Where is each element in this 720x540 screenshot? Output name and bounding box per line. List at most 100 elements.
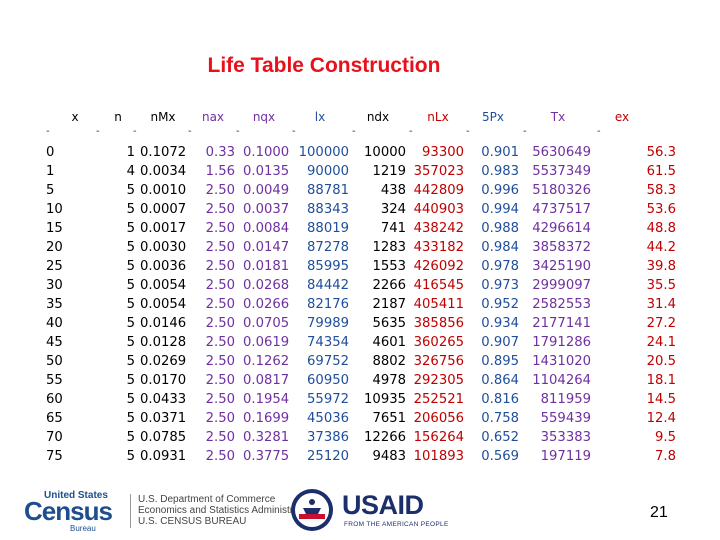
cell-n: 5 bbox=[126, 373, 135, 388]
cell-ex: 61.5 bbox=[646, 164, 676, 179]
cell-n: 5 bbox=[126, 430, 135, 445]
cell-ndx: 10935 bbox=[364, 392, 406, 407]
cell-5px: 0.984 bbox=[481, 240, 519, 255]
column-header-tx: Tx bbox=[550, 110, 566, 124]
cell-nqx: 0.0037 bbox=[243, 202, 290, 217]
column-header-nax: nax bbox=[201, 110, 225, 124]
cell-x: 5 bbox=[46, 183, 55, 198]
cell-x: 10 bbox=[46, 202, 63, 217]
cell-nmx: 0.0269 bbox=[140, 354, 187, 369]
cell-ndx: 7651 bbox=[372, 411, 406, 426]
cell-n: 5 bbox=[126, 221, 135, 236]
cell-tx: 2177141 bbox=[532, 316, 591, 331]
cell-x: 35 bbox=[46, 297, 63, 312]
column-header-nlx: nLx bbox=[427, 110, 449, 124]
cell-x: 70 bbox=[46, 430, 63, 445]
cell-lx: 69752 bbox=[307, 354, 349, 369]
cell-tx: 1791286 bbox=[532, 335, 591, 350]
cell-nax: 2.50 bbox=[205, 449, 235, 464]
cell-n: 5 bbox=[126, 202, 135, 217]
cell-n: 5 bbox=[126, 183, 135, 198]
cell-ex: 14.5 bbox=[646, 392, 676, 407]
cell-nmx: 0.0433 bbox=[140, 392, 187, 407]
cell-nqx: 0.0619 bbox=[243, 335, 290, 350]
cell-5px: 0.978 bbox=[481, 259, 519, 274]
column-header-lx: lx bbox=[314, 110, 326, 124]
cell-n: 5 bbox=[126, 259, 135, 274]
column-separator: - bbox=[236, 126, 240, 137]
cell-nmx: 0.0054 bbox=[140, 278, 187, 293]
cell-lx: 74354 bbox=[307, 335, 349, 350]
cell-nqx: 0.0817 bbox=[243, 373, 290, 388]
cell-nmx: 0.0931 bbox=[140, 449, 187, 464]
cell-nmx: 0.0007 bbox=[140, 202, 187, 217]
cell-nlx: 426092 bbox=[413, 259, 464, 274]
slide-title: Life Table Construction bbox=[207, 54, 441, 77]
cell-5px: 0.988 bbox=[481, 221, 519, 236]
cell-nqx: 0.0266 bbox=[243, 297, 290, 312]
column-separator: - bbox=[597, 126, 601, 137]
cell-ex: 56.3 bbox=[646, 145, 676, 160]
cell-tx: 5537349 bbox=[532, 164, 591, 179]
cell-5px: 0.901 bbox=[481, 145, 519, 160]
cell-tx: 197119 bbox=[540, 449, 591, 464]
cell-ex: 48.8 bbox=[646, 221, 676, 236]
cell-ex: 31.4 bbox=[646, 297, 676, 312]
cell-x: 1 bbox=[46, 164, 55, 179]
cell-nqx: 0.3281 bbox=[243, 430, 290, 445]
cell-tx: 2999097 bbox=[532, 278, 591, 293]
cell-tx: 353383 bbox=[540, 430, 591, 445]
cell-tx: 5180326 bbox=[532, 183, 591, 198]
cell-x: 20 bbox=[46, 240, 63, 255]
cell-nax: 2.50 bbox=[205, 297, 235, 312]
column-separator: - bbox=[133, 126, 137, 137]
cell-5px: 0.973 bbox=[481, 278, 519, 293]
footer-logos: United States Census Bureau U.S. Departm… bbox=[24, 488, 644, 533]
cell-ndx: 438 bbox=[380, 183, 406, 198]
cell-lx: 90000 bbox=[307, 164, 349, 179]
cell-n: 5 bbox=[126, 411, 135, 426]
cell-lx: 88019 bbox=[307, 221, 349, 236]
cell-nmx: 0.1072 bbox=[140, 145, 187, 160]
cell-nlx: 442809 bbox=[413, 183, 464, 198]
cell-n: 5 bbox=[126, 278, 135, 293]
cell-ex: 58.3 bbox=[646, 183, 676, 198]
cell-nmx: 0.0128 bbox=[140, 335, 187, 350]
cell-x: 50 bbox=[46, 354, 63, 369]
cell-nqx: 0.1000 bbox=[243, 145, 290, 160]
cell-nlx: 405411 bbox=[413, 297, 464, 312]
cell-nax: 2.50 bbox=[205, 221, 235, 236]
census-logo-top: United States bbox=[44, 490, 108, 501]
commerce-text: U.S. Department of Commerce Economics an… bbox=[138, 494, 315, 527]
column-separator: - bbox=[188, 126, 192, 137]
cell-n: 5 bbox=[126, 297, 135, 312]
cell-ndx: 10000 bbox=[364, 145, 406, 160]
cell-nqx: 0.0181 bbox=[243, 259, 290, 274]
cell-lx: 25120 bbox=[307, 449, 349, 464]
cell-n: 5 bbox=[126, 354, 135, 369]
page-number: 21 bbox=[650, 504, 668, 521]
column-separator: - bbox=[352, 126, 356, 137]
cell-x: 65 bbox=[46, 411, 63, 426]
cell-nax: 2.50 bbox=[205, 411, 235, 426]
cell-lx: 85995 bbox=[307, 259, 349, 274]
cell-n: 1 bbox=[126, 145, 135, 160]
cell-ex: 39.8 bbox=[646, 259, 676, 274]
census-logo-word: Census bbox=[24, 496, 113, 526]
cell-5px: 0.758 bbox=[481, 411, 519, 426]
cell-n: 4 bbox=[126, 164, 135, 179]
cell-nmx: 0.0146 bbox=[140, 316, 187, 331]
usaid-wordmark: USAID bbox=[342, 490, 424, 520]
cell-nmx: 0.0017 bbox=[140, 221, 187, 236]
cell-5px: 0.996 bbox=[481, 183, 519, 198]
cell-nlx: 440903 bbox=[413, 202, 464, 217]
cell-ex: 27.2 bbox=[646, 316, 676, 331]
cell-nax: 2.50 bbox=[205, 202, 235, 217]
cell-x: 75 bbox=[46, 449, 63, 464]
cell-ex: 20.5 bbox=[646, 354, 676, 369]
cell-ex: 18.1 bbox=[646, 373, 676, 388]
cell-nlx: 360265 bbox=[413, 335, 464, 350]
cell-n: 5 bbox=[126, 392, 135, 407]
cell-lx: 45036 bbox=[307, 411, 349, 426]
cell-ex: 44.2 bbox=[646, 240, 676, 255]
